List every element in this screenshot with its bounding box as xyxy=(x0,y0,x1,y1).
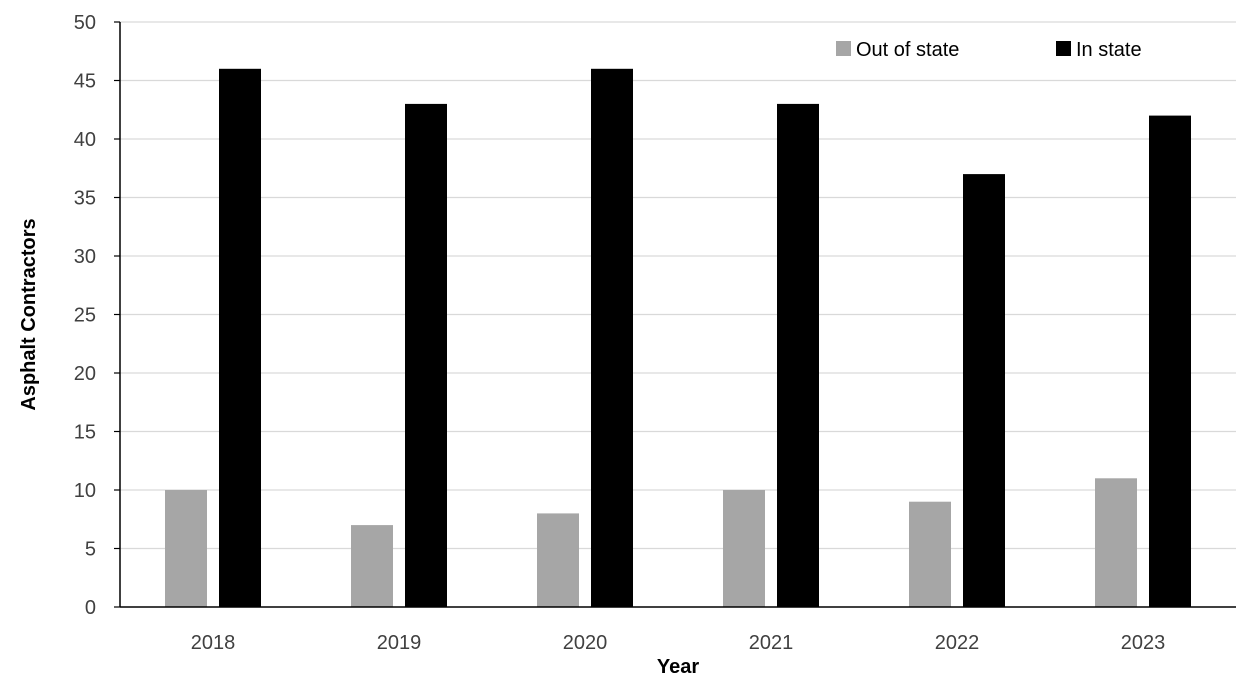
x-tick-label: 2021 xyxy=(749,632,794,654)
gridlines xyxy=(120,21,1236,550)
bar-out-of-state-2018 xyxy=(165,490,207,607)
bar-group-2022 xyxy=(909,174,1005,607)
bar-out-of-state-2021 xyxy=(723,490,765,607)
y-tick-label: 20 xyxy=(74,363,96,385)
bar-in-state-2021 xyxy=(777,103,819,608)
y-tick-label: 10 xyxy=(74,480,96,502)
x-axis-title: Year xyxy=(657,656,699,677)
x-tick-label: 2022 xyxy=(935,632,980,654)
bar-out-of-state-2023 xyxy=(1095,478,1137,607)
bar-in-state-2022 xyxy=(963,174,1005,607)
x-tick-label: 2023 xyxy=(1121,632,1166,654)
legend-label: In state xyxy=(1076,39,1142,61)
legend-label: Out of state xyxy=(856,39,959,61)
legend-item-in-state: In state xyxy=(1056,39,1142,61)
bar-in-state-2019 xyxy=(405,103,447,608)
y-tick-label: 35 xyxy=(74,188,96,210)
bar-in-state-2023 xyxy=(1149,115,1191,607)
bar-group-2021 xyxy=(723,103,819,608)
y-tick-label: 15 xyxy=(74,422,96,444)
bar-out-of-state-2019 xyxy=(351,525,393,607)
bar-group-2023 xyxy=(1095,115,1191,607)
legend-swatch xyxy=(836,41,851,56)
axes xyxy=(114,21,1236,608)
bar-group-2019 xyxy=(351,103,447,608)
y-tick-label: 30 xyxy=(74,246,96,268)
bars xyxy=(165,68,1191,608)
x-tick-label: 2020 xyxy=(563,632,608,654)
legend-swatch xyxy=(1056,41,1071,56)
x-tick-labels: 2018 2019 2020 2021 2022 2023 xyxy=(191,632,1166,654)
y-tick-label: 50 xyxy=(74,12,96,34)
y-tick-label: 5 xyxy=(85,539,96,561)
bar-in-state-2020 xyxy=(591,68,633,608)
bar-group-2018 xyxy=(165,68,261,608)
legend: Out of state In state xyxy=(836,39,1142,61)
legend-item-out-of-state: Out of state xyxy=(836,39,959,61)
y-tick-label: 45 xyxy=(74,71,96,93)
bar-group-2020 xyxy=(537,68,633,608)
bar-out-of-state-2022 xyxy=(909,501,951,607)
x-tick-label: 2018 xyxy=(191,632,236,654)
y-tick-labels: 0 5 10 15 20 25 30 35 40 45 50 xyxy=(74,12,96,619)
bar-out-of-state-2020 xyxy=(537,513,579,607)
y-axis-title: Asphalt Contractors xyxy=(18,218,40,410)
y-tick-label: 25 xyxy=(74,305,96,327)
x-tick-label: 2019 xyxy=(377,632,422,654)
bar-in-state-2018 xyxy=(219,68,261,608)
y-tick-label: 0 xyxy=(85,597,96,619)
y-tick-label: 40 xyxy=(74,129,96,151)
